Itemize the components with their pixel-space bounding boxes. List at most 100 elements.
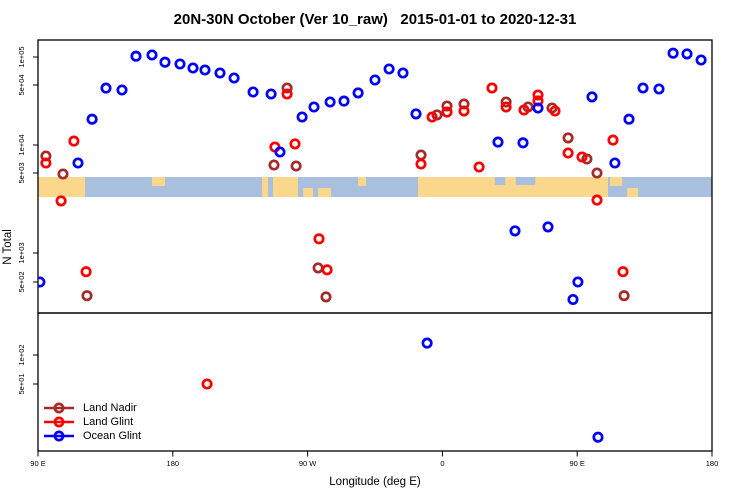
y-tick-label: 5e+01 bbox=[17, 373, 26, 394]
point-land-glint bbox=[201, 378, 213, 390]
chart-title: 20N-30N October (Ver 10_raw) 2015-01-01 … bbox=[173, 11, 577, 28]
point-ocean-glint bbox=[623, 113, 635, 125]
point-ocean-glint bbox=[352, 87, 364, 99]
y-axis-title: N Total bbox=[2, 229, 14, 265]
point-land-glint bbox=[532, 89, 544, 101]
x-tick-label: 180 bbox=[706, 459, 719, 468]
point-land-nadir bbox=[562, 132, 574, 144]
point-ocean-glint bbox=[509, 225, 521, 237]
map-ocean-notch bbox=[515, 177, 536, 185]
legend-label: Land Glint bbox=[83, 416, 134, 428]
point-land-nadir bbox=[57, 168, 69, 180]
point-ocean-glint bbox=[572, 276, 584, 288]
y-tick-label: 1e+05 bbox=[17, 46, 26, 67]
axes: 1e+05 5e+04 1e+04 5e+03 1e+03 5e+02 1e+02 5e+01… bbox=[17, 39, 719, 468]
point-ocean-glint bbox=[100, 82, 112, 94]
y-tick-label: 5e+04 bbox=[17, 74, 26, 95]
x-tick-label: 90 E bbox=[569, 459, 584, 468]
point-land-nadir bbox=[268, 159, 280, 171]
point-ocean-glint bbox=[214, 67, 226, 79]
point-land-nadir bbox=[591, 167, 603, 179]
legend-item: Land Nadir bbox=[42, 401, 141, 415]
point-land-glint bbox=[500, 101, 512, 113]
map-land-segment bbox=[318, 188, 331, 197]
point-ocean-glint bbox=[410, 108, 422, 120]
point-land-glint bbox=[40, 157, 52, 169]
point-ocean-glint bbox=[695, 54, 707, 66]
plot-box bbox=[37, 39, 713, 452]
point-land-glint bbox=[321, 264, 333, 276]
point-land-glint bbox=[281, 88, 293, 100]
point-ocean-glint bbox=[324, 96, 336, 108]
point-land-glint bbox=[549, 105, 561, 117]
point-land-nadir bbox=[290, 160, 302, 172]
point-ocean-glint bbox=[586, 91, 598, 103]
y-tick-label: 1e+02 bbox=[17, 344, 26, 365]
point-land-glint bbox=[562, 147, 574, 159]
legend-circle bbox=[53, 430, 65, 442]
point-ocean-glint bbox=[38, 276, 46, 288]
legend-label: Land Nadir bbox=[83, 402, 137, 414]
point-ocean-glint bbox=[517, 137, 529, 149]
y-tick-label: 5e+03 bbox=[17, 162, 26, 183]
point-land-glint bbox=[607, 134, 619, 146]
point-ocean-glint bbox=[159, 56, 171, 68]
point-ocean-glint bbox=[174, 58, 186, 70]
legend-item: Land Glint bbox=[42, 415, 141, 429]
point-land-glint bbox=[518, 104, 530, 116]
point-ocean-glint bbox=[116, 84, 128, 96]
point-ocean-glint bbox=[187, 62, 199, 74]
legend-marker-icon bbox=[44, 416, 74, 428]
legend-circle bbox=[53, 416, 65, 428]
point-ocean-glint bbox=[532, 102, 544, 114]
point-land-nadir bbox=[81, 290, 93, 302]
point-ocean-glint bbox=[653, 83, 665, 95]
point-land-nadir bbox=[618, 290, 630, 302]
point-ocean-glint bbox=[72, 157, 84, 169]
map-land-segment bbox=[262, 177, 269, 197]
point-ocean-glint bbox=[338, 95, 350, 107]
point-ocean-glint bbox=[609, 157, 621, 169]
point-land-nadir bbox=[40, 150, 52, 162]
map-land-segment bbox=[151, 177, 166, 186]
point-ocean-glint bbox=[421, 337, 433, 349]
map-land-segment bbox=[417, 177, 609, 197]
point-ocean-glint bbox=[681, 48, 693, 60]
point-land-glint bbox=[55, 195, 67, 207]
x-tick-label: 90 W bbox=[299, 459, 317, 468]
point-ocean-glint bbox=[637, 82, 649, 94]
point-land-glint bbox=[289, 138, 301, 150]
point-ocean-glint bbox=[369, 74, 381, 86]
point-land-nadir bbox=[441, 100, 453, 112]
point-ocean-glint bbox=[397, 67, 409, 79]
point-ocean-glint bbox=[265, 88, 277, 100]
map-land-segment bbox=[627, 188, 639, 197]
point-land-glint bbox=[486, 82, 498, 94]
point-land-nadir bbox=[500, 96, 512, 108]
point-land-glint bbox=[313, 233, 325, 245]
map-land-segment bbox=[303, 188, 313, 197]
point-land-glint bbox=[617, 266, 629, 278]
data-points bbox=[38, 47, 707, 443]
legend: Land Nadir Land Glint Ocean Glint bbox=[42, 401, 141, 443]
point-land-glint bbox=[591, 194, 603, 206]
map-ocean-notch bbox=[494, 177, 506, 185]
point-land-glint bbox=[415, 158, 427, 170]
x-axis-title: Longitude (deg E) bbox=[329, 476, 421, 488]
point-ocean-glint bbox=[199, 64, 211, 76]
x-tick-label: 0 bbox=[440, 459, 444, 468]
point-ocean-glint bbox=[308, 101, 320, 113]
legend-item: Ocean Glint bbox=[42, 429, 141, 443]
point-ocean-glint bbox=[592, 431, 604, 443]
point-land-nadir bbox=[458, 98, 470, 110]
legend-marker-icon bbox=[44, 402, 74, 414]
point-ocean-glint bbox=[667, 47, 679, 59]
point-ocean-glint bbox=[228, 72, 240, 84]
legend-marker-icon bbox=[44, 430, 74, 442]
map-land-segment bbox=[610, 177, 623, 186]
point-land-nadir bbox=[320, 291, 332, 303]
point-land-glint bbox=[80, 266, 92, 278]
map-land-segment bbox=[38, 177, 86, 197]
